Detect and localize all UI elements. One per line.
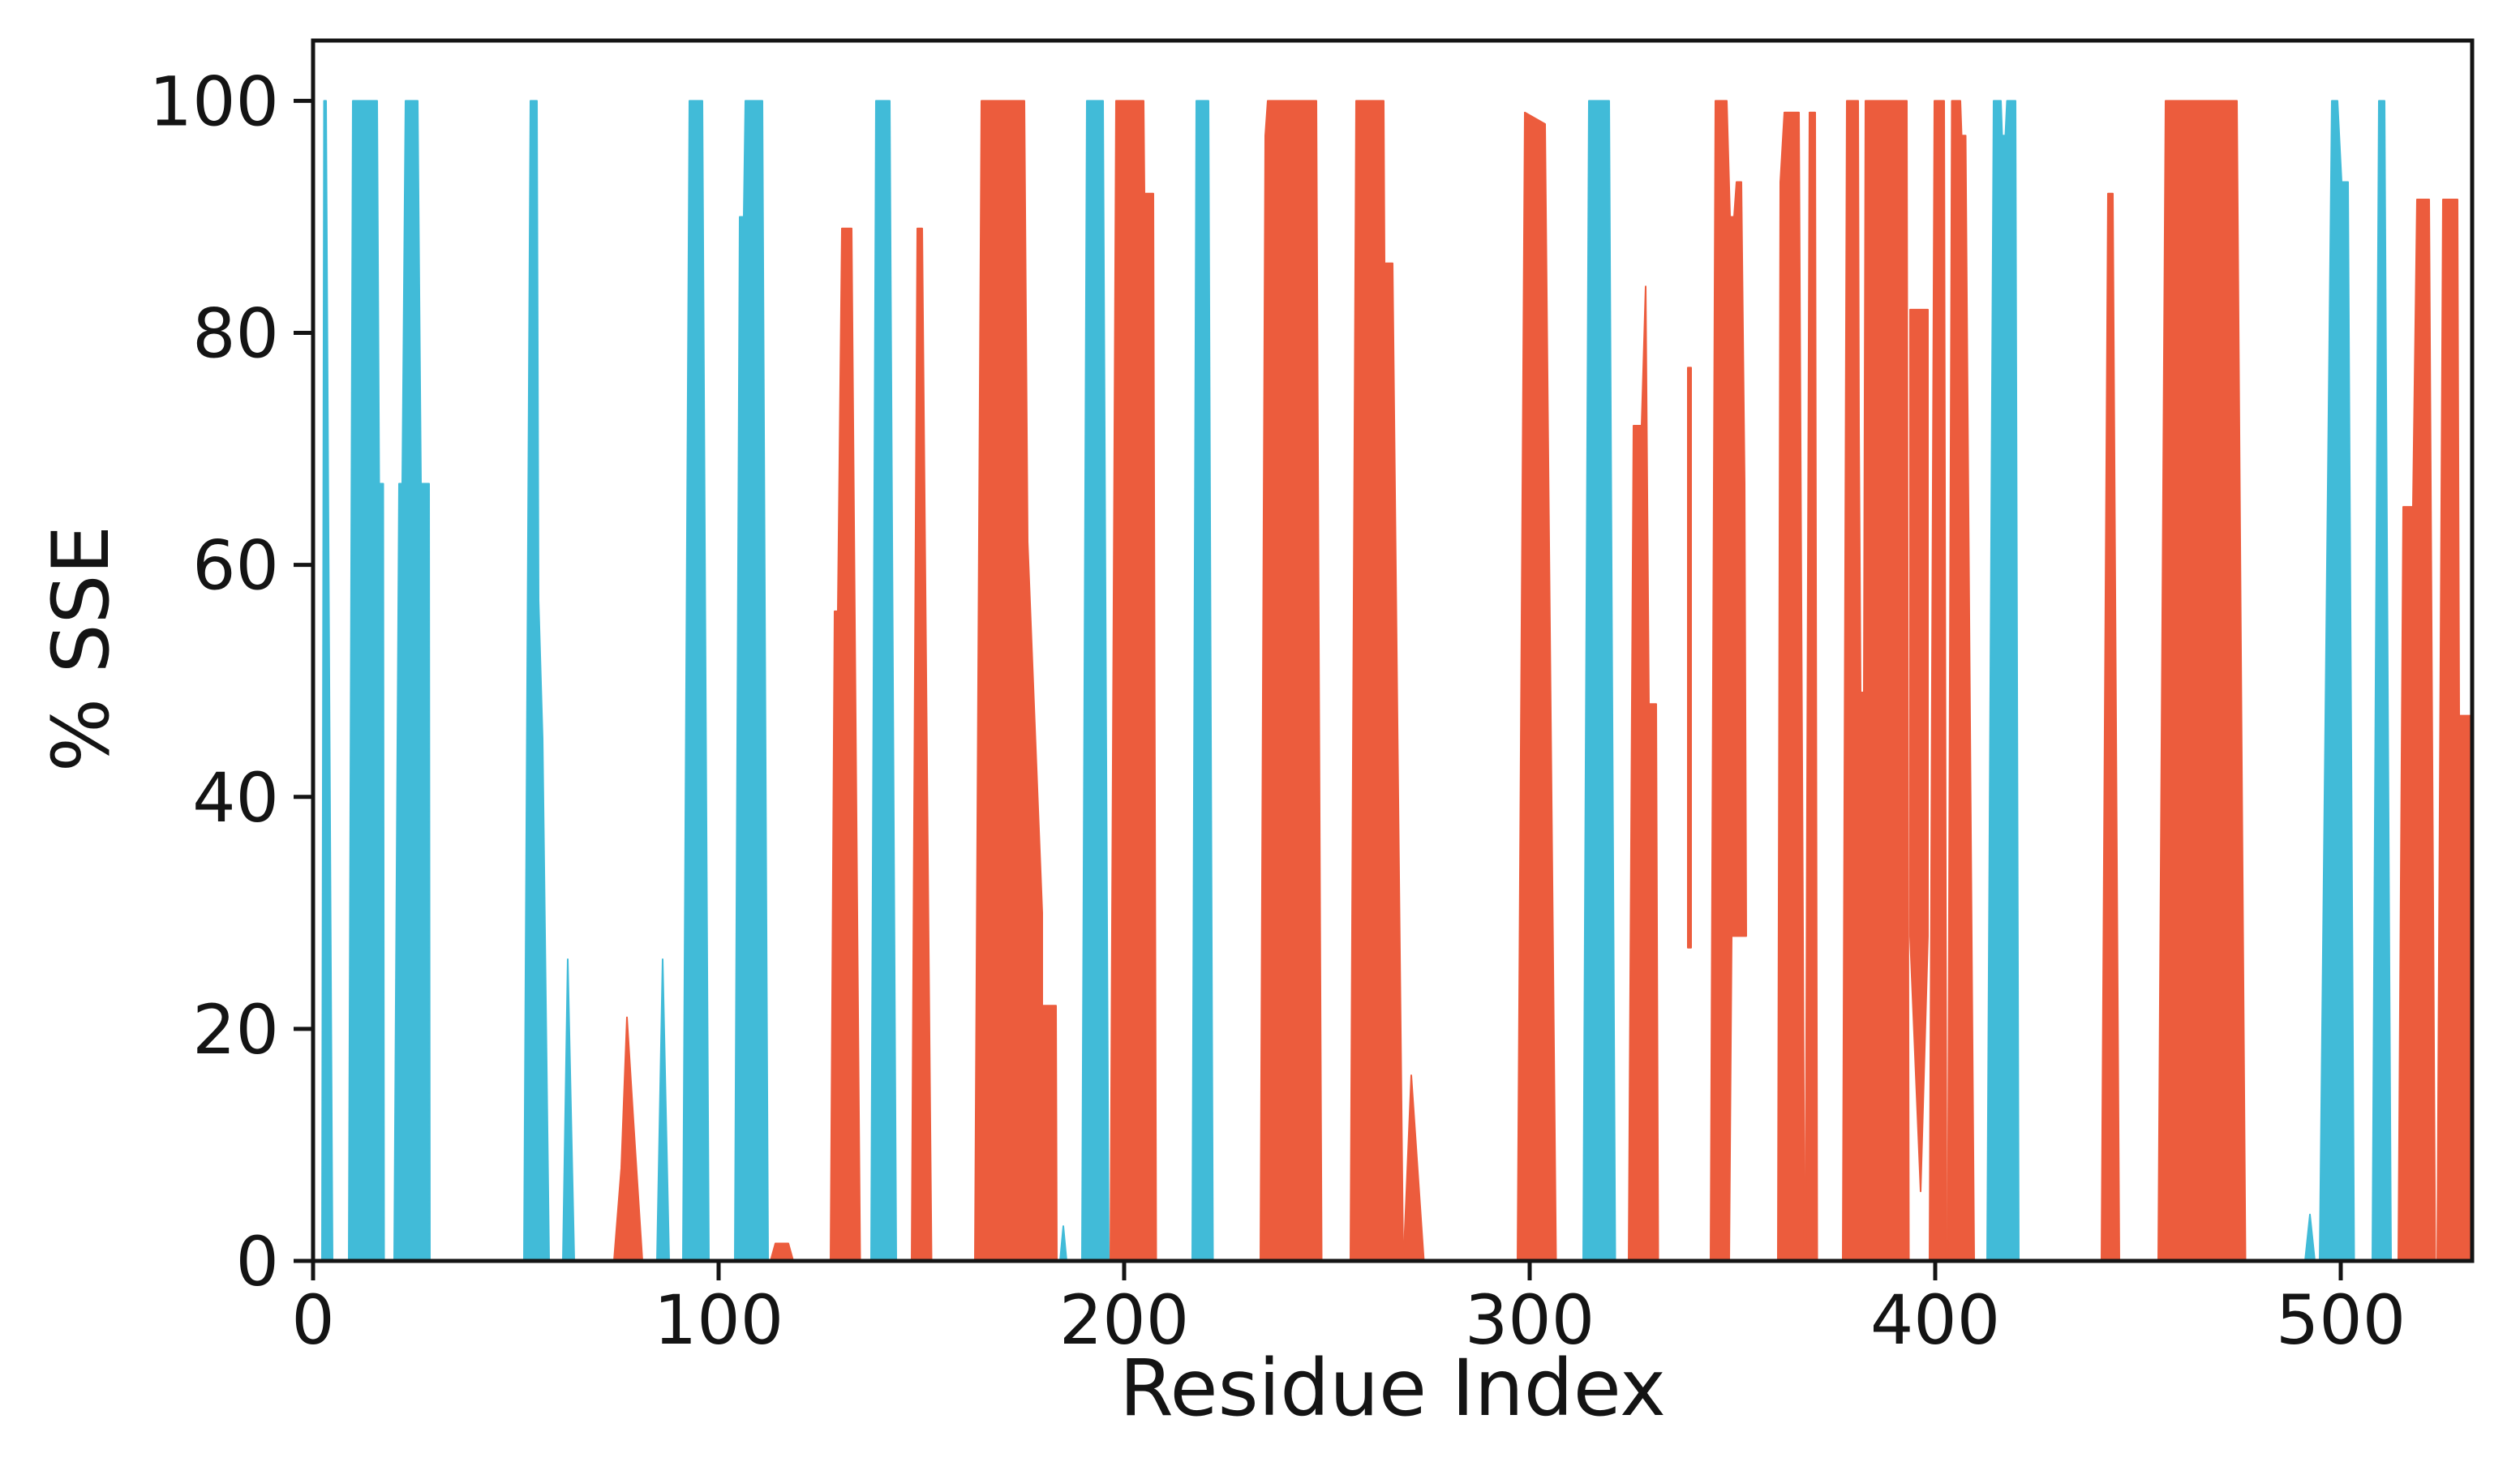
helix-band (1777, 111, 1805, 1262)
strand-band (393, 100, 431, 1262)
y-tick-label: 40 (192, 758, 279, 838)
strand-band (1191, 100, 1214, 1262)
helix-band (1260, 100, 1323, 1262)
y-tick-label: 0 (236, 1222, 279, 1301)
strand-band (1582, 100, 1616, 1262)
x-axis-title: Residue Index (1119, 1343, 1666, 1434)
strand-band (1059, 1225, 1067, 1262)
x-tick-label: 200 (1059, 1280, 1189, 1360)
strand-band (1081, 100, 1110, 1262)
x-tick-label: 0 (291, 1280, 334, 1360)
y-tick-label: 80 (192, 294, 279, 374)
helix-band (1687, 367, 1692, 949)
strand-band (321, 100, 333, 1262)
strand-band (656, 958, 670, 1262)
strand-band (734, 100, 769, 1262)
helix-band (1929, 100, 1947, 1262)
x-tick-label: 400 (1870, 1280, 2000, 1360)
strand-band (682, 100, 710, 1262)
x-tick-label: 300 (1465, 1280, 1595, 1360)
helix-band (613, 1016, 643, 1262)
helix-band (1350, 100, 1404, 1262)
y-tick-label: 100 (149, 62, 279, 141)
helix-band (1110, 100, 1157, 1262)
strand-band (2304, 1213, 2316, 1262)
strand-band (2372, 100, 2392, 1262)
helix-band (911, 227, 933, 1262)
plot-frame (311, 38, 2475, 1263)
helix-band (830, 227, 861, 1262)
x-tick-label: 100 (654, 1280, 783, 1360)
strand-band (870, 100, 897, 1262)
strand-band (523, 100, 550, 1262)
helix-band (2157, 100, 2247, 1262)
helix-band (1947, 100, 1975, 1262)
x-tick-label: 500 (2276, 1280, 2406, 1360)
y-tick-label: 20 (192, 990, 279, 1070)
helix-band (1517, 111, 1557, 1262)
y-tick-label: 60 (192, 526, 279, 606)
helix-band (1710, 100, 1747, 1262)
helix-band (2436, 199, 2473, 1262)
helix-band (1805, 111, 1818, 1262)
helix-band (770, 1242, 794, 1262)
y-axis-title: % SSE (36, 525, 127, 773)
helix-band (1402, 1074, 1425, 1262)
helix-band (1628, 285, 1659, 1262)
helix-band (1909, 308, 1929, 1193)
strand-band (348, 100, 385, 1262)
helix-band (2398, 199, 2436, 1262)
helix-band (2101, 192, 2120, 1262)
strand-band (1986, 100, 2020, 1262)
strand-band (2319, 100, 2355, 1262)
strand-band (562, 958, 575, 1262)
helix-band (974, 100, 1058, 1262)
helix-band (1842, 100, 1910, 1262)
